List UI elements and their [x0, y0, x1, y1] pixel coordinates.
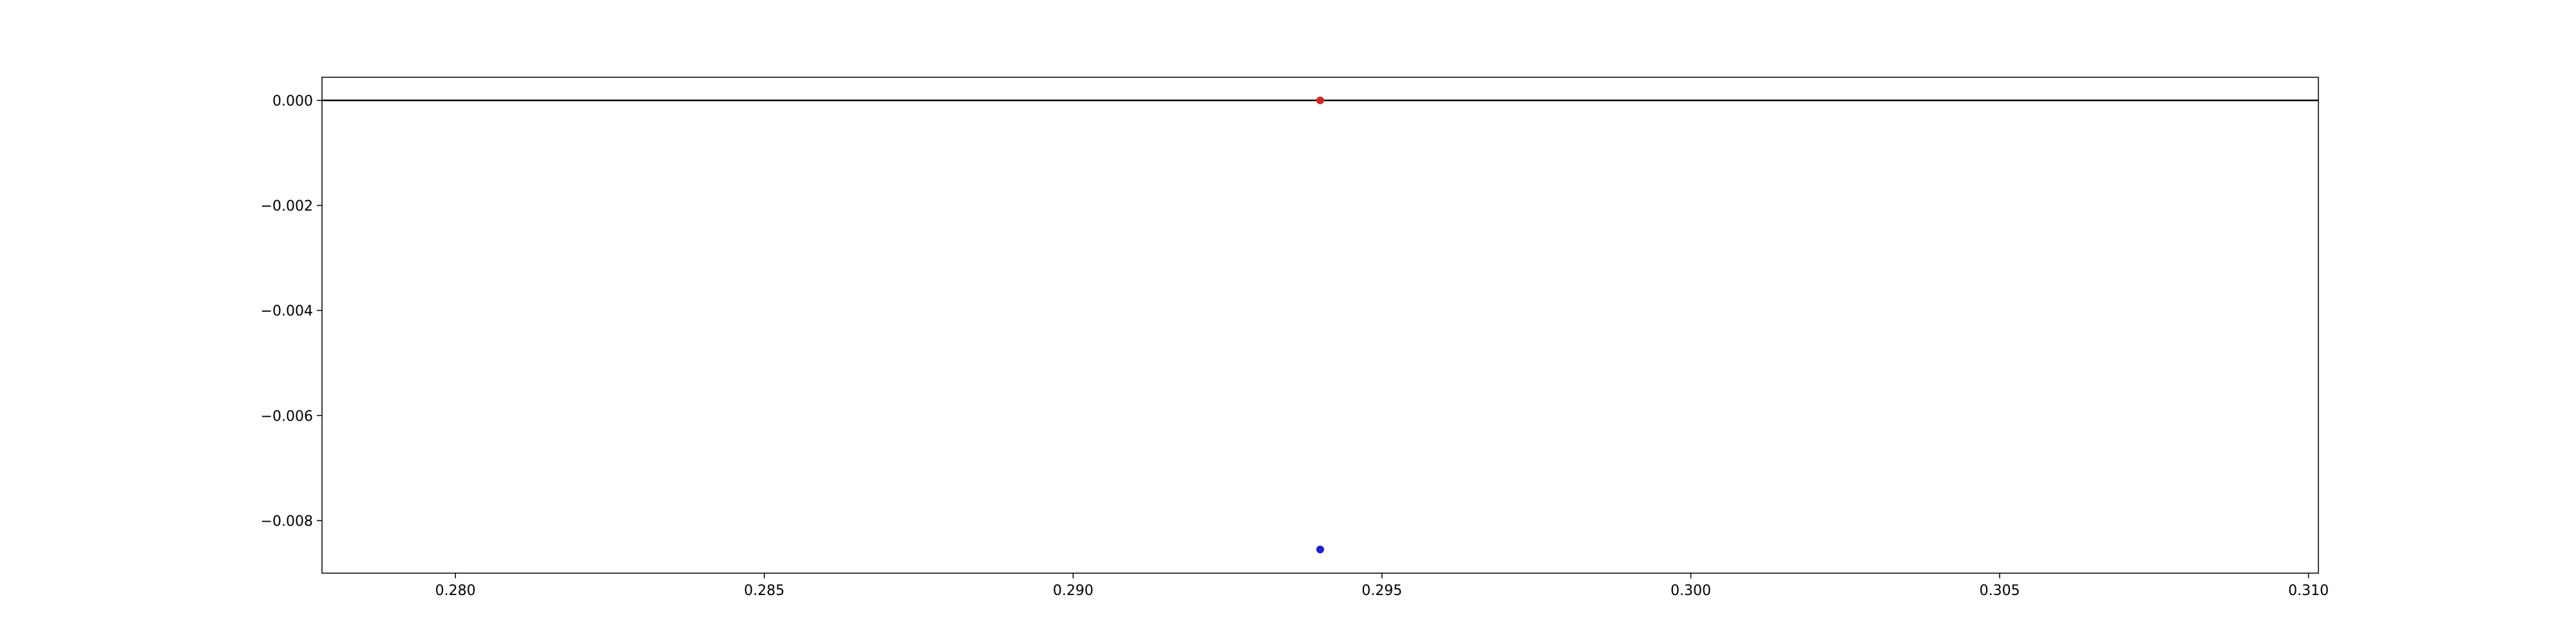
x-tick-label: 0.280	[435, 583, 476, 599]
y-tick-label: 0.000	[272, 93, 313, 109]
data-point-series-1-0	[1316, 545, 1324, 554]
x-tick-label: 0.285	[744, 583, 784, 599]
x-tick-label: 0.305	[1980, 583, 2020, 599]
x-axis: 0.280 0.285 0.290 0.295 0.300 0.305 0.310	[435, 573, 2329, 599]
x-tick-label: 0.300	[1671, 583, 1711, 599]
x-tick-label: 0.310	[2288, 583, 2329, 599]
plot-area	[322, 77, 2318, 573]
y-tick-label: −0.002	[261, 198, 313, 214]
y-tick-label: −0.006	[261, 408, 313, 424]
data-point-series-0-0	[1316, 96, 1324, 104]
y-tick-label: −0.004	[261, 303, 313, 319]
data-points	[1316, 96, 1324, 554]
plot-background	[322, 77, 2318, 573]
x-tick-label: 0.290	[1053, 583, 1094, 599]
x-tick-label: 0.295	[1361, 583, 1402, 599]
y-axis: 0.000 −0.002 −0.004 −0.006 −0.008	[261, 93, 322, 529]
y-tick-label: −0.008	[261, 513, 313, 529]
axes-frame	[321, 77, 2319, 574]
axes-spines	[321, 77, 2319, 574]
